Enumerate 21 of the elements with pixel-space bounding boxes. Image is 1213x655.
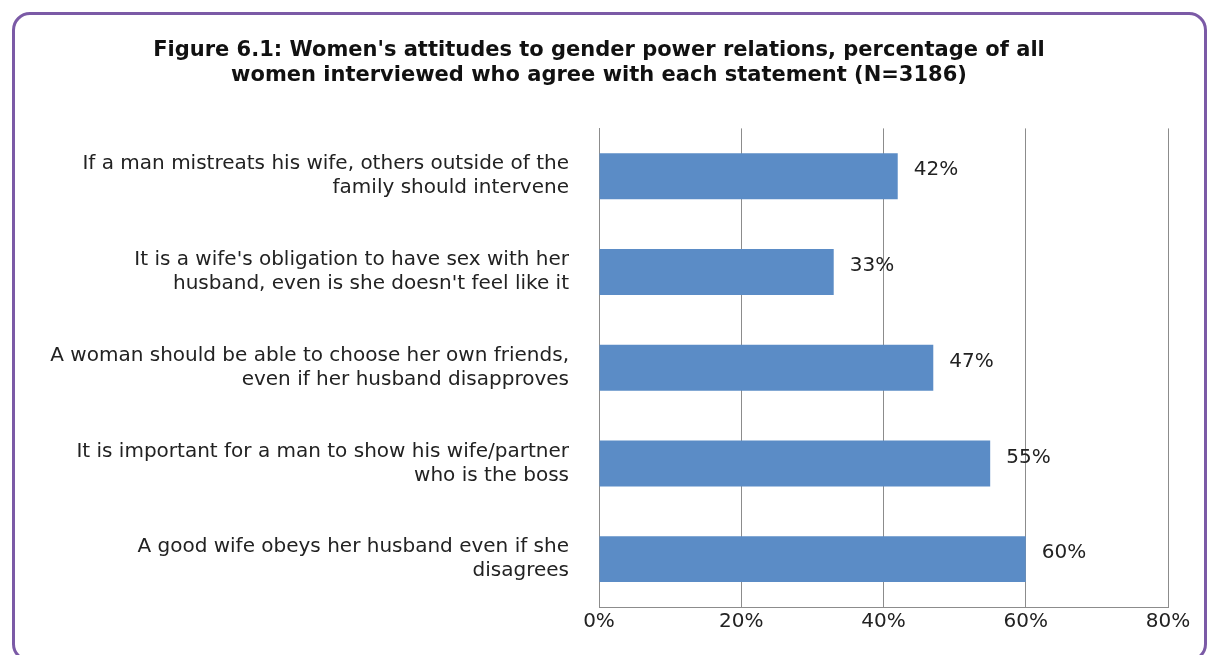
y-tick-label: A good wife obeys her husband even if she disagrees <box>137 533 569 582</box>
chart-title: Figure 6.1: Women's attitudes to gender power relations, percentage of all women interviewed who agree with each statement (N=3186) <box>153 37 1045 87</box>
y-tick-label: It is a wife's obligation to have sex with her husband, even is she doesn't feel like it <box>134 246 570 295</box>
bar <box>599 153 898 200</box>
bar <box>599 440 991 487</box>
x-tick-label: 40% <box>861 608 906 633</box>
bar <box>599 344 934 391</box>
x-tick-label: 20% <box>719 608 764 633</box>
y-tick-label: If a man mistreats his wife, others outside of the family should intervene <box>82 150 569 199</box>
data-label: 55% <box>1006 443 1051 468</box>
data-label: 60% <box>1041 539 1087 564</box>
x-tick-label: 80% <box>1145 608 1191 633</box>
data-label: 47% <box>949 347 994 372</box>
x-tick-label: 60% <box>1003 608 1048 633</box>
x-tick-label: 0% <box>583 608 615 633</box>
bar <box>599 249 834 295</box>
data-label: 33% <box>849 252 895 277</box>
y-tick-label: It is important for a man to show his wife/partner who is the boss <box>76 437 570 486</box>
data-label: 42% <box>913 156 959 181</box>
y-tick-label: A woman should be able to choose her own friends, even if her husband disapproves <box>50 341 569 390</box>
bar <box>599 536 1026 583</box>
